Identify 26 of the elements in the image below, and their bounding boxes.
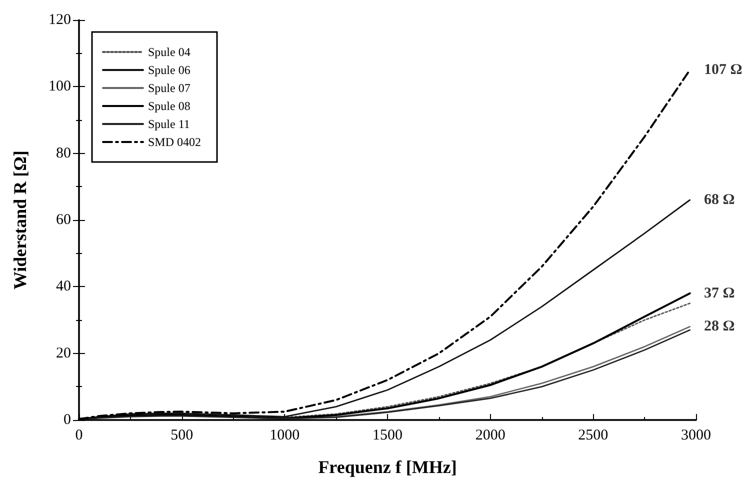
- y-tick-label: 100: [48, 78, 71, 95]
- x-tick-label: 3000: [681, 428, 711, 444]
- x-tick-label: 2000: [475, 428, 506, 444]
- legend-label: Spule 08: [148, 99, 190, 113]
- x-axis-title: Frequenz f [MHz]: [318, 457, 457, 477]
- y-tick-label: 40: [56, 278, 71, 295]
- y-tick-label: 0: [64, 412, 71, 428]
- x-tick-label: 500: [170, 428, 194, 444]
- text: 28 Ω: [704, 318, 735, 335]
- legend-label: SMD 0402: [148, 135, 202, 149]
- x-tick-label: 1000: [270, 428, 300, 444]
- y-tick-label: 80: [56, 145, 71, 162]
- x-tick-label: 2500: [578, 428, 608, 444]
- x-tick-label: 0: [75, 428, 83, 444]
- y-axis-title: Widerstand R [Ω]: [10, 150, 30, 290]
- legend-label: Spule 04: [148, 45, 190, 59]
- x-tick-label: 1500: [372, 428, 402, 444]
- legend-label: Spule 06: [148, 63, 190, 77]
- y-tick-label: 120: [48, 12, 71, 28]
- legend-label: Spule 11: [148, 117, 190, 131]
- text: 37 Ω: [704, 285, 735, 302]
- text: 68 Ω: [704, 192, 735, 208]
- y-tick-label: 20: [56, 345, 71, 362]
- y-tick-label: 60: [56, 212, 71, 228]
- legend-label: Spule 07: [148, 81, 190, 95]
- text: 107 Ω: [704, 62, 742, 78]
